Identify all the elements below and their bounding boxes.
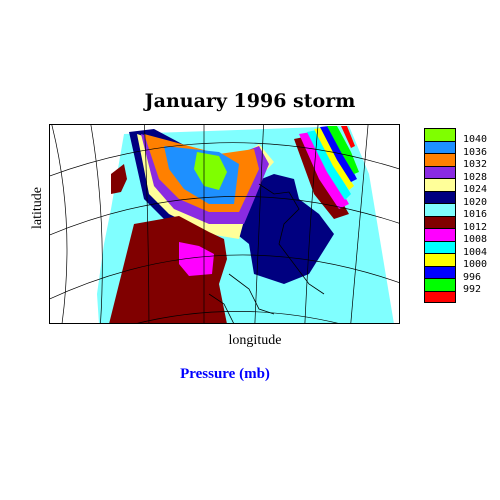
storm-band-1000 bbox=[314, 128, 354, 190]
legend-entry: 1020 bbox=[424, 190, 494, 208]
legend-swatch bbox=[424, 278, 456, 291]
legend-swatch bbox=[424, 203, 456, 216]
storm-band-992 bbox=[327, 126, 359, 174]
map-caption: Pressure (mb) bbox=[180, 366, 270, 382]
legend-entry: 1032 bbox=[424, 153, 494, 170]
field-1012-nw bbox=[111, 164, 127, 194]
legend-label: 1024 bbox=[463, 184, 488, 195]
legend-swatch bbox=[424, 265, 456, 278]
legend-entry: 1040 bbox=[424, 128, 494, 145]
legend-entry: 992 bbox=[424, 278, 494, 295]
x-axis-label: longitude bbox=[228, 333, 282, 348]
legend-label: 1036 bbox=[463, 146, 488, 158]
legend-entry: 1024 bbox=[424, 178, 494, 195]
legend-label: 1004 bbox=[463, 246, 488, 258]
legend-entry: 1016 bbox=[424, 203, 494, 220]
legend-swatch bbox=[424, 228, 456, 241]
storm-band-1004 bbox=[307, 130, 351, 200]
legend-swatch bbox=[424, 165, 456, 178]
legend-entry bbox=[424, 290, 494, 303]
legend-label: 1008 bbox=[463, 234, 488, 245]
legend-entry: 1028 bbox=[424, 165, 494, 183]
pressure-contour-map bbox=[49, 124, 400, 324]
y-axis-label: latitude bbox=[30, 187, 45, 229]
field-1012-sw bbox=[109, 216, 227, 324]
legend-entry: 1012 bbox=[424, 215, 494, 233]
storm-band-1008 bbox=[299, 132, 349, 209]
legend-label: 996 bbox=[463, 271, 482, 283]
legend-entry: 1000 bbox=[424, 253, 494, 270]
legend-swatch bbox=[424, 140, 456, 153]
legend-label: 1012 bbox=[463, 221, 488, 233]
color-legend: 1040 1036 1032 1028 1024 1020 1016 1012 1008 1004… bbox=[424, 128, 494, 303]
storm-band-996 bbox=[320, 126, 357, 182]
legend-entry: 1004 bbox=[424, 240, 494, 258]
coastlines bbox=[208, 183, 325, 324]
legend-swatch bbox=[424, 153, 456, 166]
legend-swatch bbox=[424, 253, 456, 266]
legend-entry: 996 bbox=[424, 265, 494, 283]
legend-swatch bbox=[424, 190, 456, 203]
legend-label: 1000 bbox=[463, 259, 488, 270]
field-1008 bbox=[179, 242, 214, 276]
legend-label: 1016 bbox=[463, 209, 488, 220]
map-title: January 1996 storm bbox=[144, 90, 356, 112]
legend-label: 1028 bbox=[463, 171, 488, 183]
legend-entry: 1036 bbox=[424, 140, 494, 158]
legend-label: 1020 bbox=[463, 196, 488, 208]
core-1040 bbox=[194, 152, 227, 190]
legend-swatch bbox=[424, 290, 456, 303]
graticule bbox=[49, 124, 400, 324]
legend-swatch bbox=[424, 240, 456, 253]
storm-core-red bbox=[341, 126, 355, 148]
legend-label: 1032 bbox=[463, 159, 488, 170]
legend-swatch bbox=[424, 128, 456, 141]
legend-label: 992 bbox=[463, 284, 482, 295]
legend-swatch bbox=[424, 215, 456, 228]
legend-swatch bbox=[424, 178, 456, 191]
legend-label: 1040 bbox=[463, 134, 488, 145]
legend-entry: 1008 bbox=[424, 228, 494, 245]
